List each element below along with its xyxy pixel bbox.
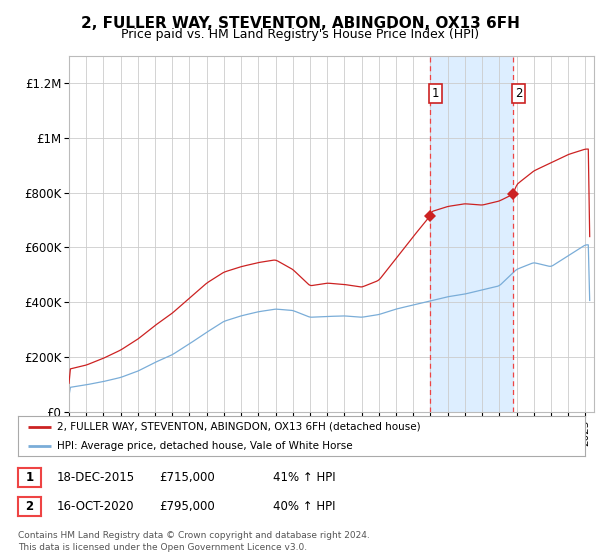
- Text: 41% ↑ HPI: 41% ↑ HPI: [273, 470, 335, 484]
- Text: 2, FULLER WAY, STEVENTON, ABINGDON, OX13 6FH (detached house): 2, FULLER WAY, STEVENTON, ABINGDON, OX13…: [56, 422, 420, 432]
- Text: 16-OCT-2020: 16-OCT-2020: [57, 500, 134, 513]
- Text: 2, FULLER WAY, STEVENTON, ABINGDON, OX13 6FH: 2, FULLER WAY, STEVENTON, ABINGDON, OX13…: [80, 16, 520, 31]
- Text: 40% ↑ HPI: 40% ↑ HPI: [273, 500, 335, 513]
- Text: Contains HM Land Registry data © Crown copyright and database right 2024.
This d: Contains HM Land Registry data © Crown c…: [18, 531, 370, 552]
- Text: 18-DEC-2015: 18-DEC-2015: [57, 470, 135, 484]
- Text: 1: 1: [431, 87, 439, 100]
- Text: 2: 2: [25, 500, 34, 513]
- Text: 2: 2: [515, 87, 523, 100]
- Bar: [430, 56, 513, 412]
- Text: 1: 1: [25, 470, 34, 484]
- Text: Price paid vs. HM Land Registry's House Price Index (HPI): Price paid vs. HM Land Registry's House …: [121, 28, 479, 41]
- Text: £715,000: £715,000: [159, 470, 215, 484]
- Text: £795,000: £795,000: [159, 500, 215, 513]
- Text: HPI: Average price, detached house, Vale of White Horse: HPI: Average price, detached house, Vale…: [56, 441, 352, 451]
